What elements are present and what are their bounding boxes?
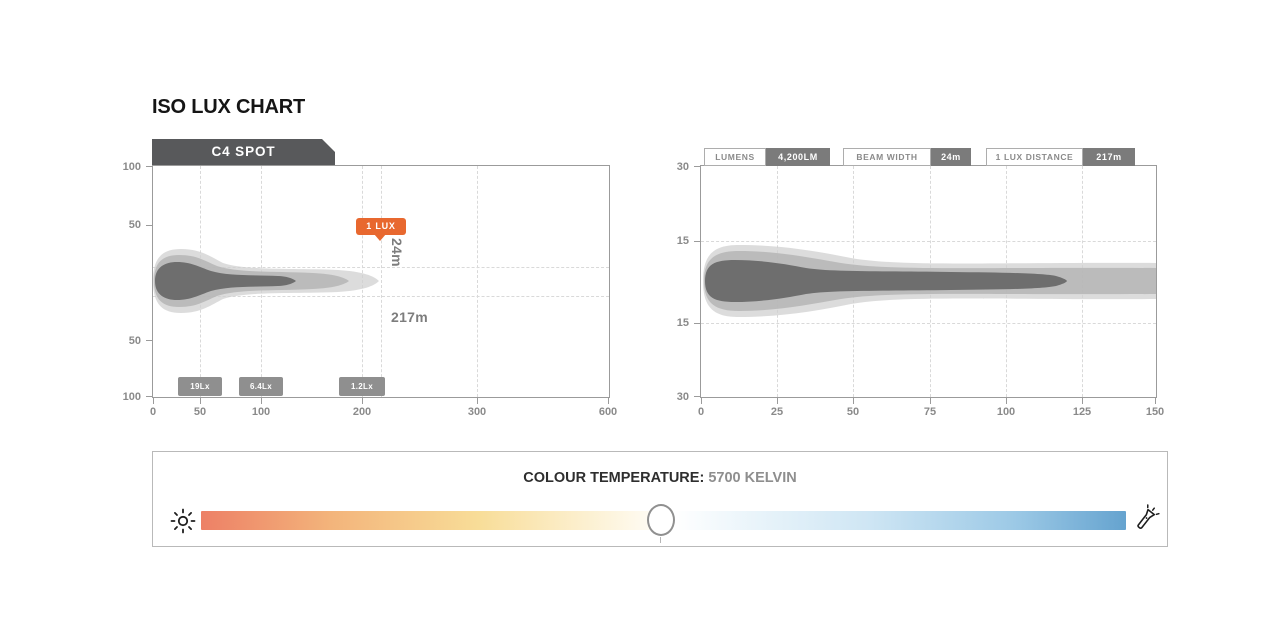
beam-shape-left (153, 249, 379, 313)
x-axis-label: 25 (770, 406, 784, 418)
x-axis-label: 200 (352, 406, 372, 418)
x-axis-label: 50 (846, 406, 860, 418)
product-banner: C4 SPOT (152, 139, 335, 165)
stat-value-one-lux-distance: 217m (1083, 148, 1135, 166)
x-axis-label: 125 (1072, 406, 1092, 418)
x-axis-label: 0 (697, 406, 705, 418)
x-axis-label: 75 (923, 406, 937, 418)
stat-label-one-lux-distance: 1 LUX DISTANCE (986, 148, 1083, 166)
y-axis-label: 100 (122, 391, 141, 403)
y-axis-label: 50 (128, 219, 141, 231)
x-axis-label: 50 (193, 406, 207, 418)
page-title: ISO LUX CHART (152, 96, 305, 118)
gridline-y15-top (701, 241, 1156, 242)
stat-value-beam-width: 24m (931, 148, 971, 166)
gridline-beamwidth-bottom (153, 296, 609, 297)
y-axis-label: 50 (128, 335, 141, 347)
ytick (694, 241, 700, 242)
ytick (146, 340, 152, 341)
xtick (200, 398, 201, 404)
gridline-x300 (477, 166, 478, 397)
colour-temperature-title: COLOUR TEMPERATURE: 5700 KELVIN (153, 470, 1167, 486)
ytick (694, 323, 700, 324)
ytick (694, 396, 700, 397)
colour-temperature-panel: COLOUR TEMPERATURE: 5700 KELVIN (152, 451, 1168, 547)
y-axis-label: 100 (122, 161, 141, 173)
ytick (146, 396, 152, 397)
left-beam-chart: 100 50 50 100 0 50 100 200 300 600 19Lx … (123, 161, 618, 418)
stat-label-beam-width: BEAM WIDTH (843, 148, 931, 166)
ytick (146, 166, 152, 167)
xtick (153, 398, 154, 404)
beam-width-label: 24m (389, 238, 405, 267)
xtick (362, 398, 363, 404)
ytick (694, 166, 700, 167)
x-axis-label: 0 (149, 406, 157, 418)
gridline-beamwidth-top (153, 267, 609, 268)
y-axis-label: 15 (676, 317, 689, 329)
colour-temperature-label: COLOUR TEMPERATURE: (523, 470, 705, 486)
one-lux-distance-label: 217m (391, 309, 429, 325)
right-beam-chart: 30 15 15 30 0 25 50 75 100 125 150 (677, 161, 1164, 418)
xtick (477, 398, 478, 404)
gridline-y15-bottom (701, 323, 1156, 324)
gridline-x217 (381, 166, 382, 397)
x-axis-label: 300 (467, 406, 487, 418)
contour-badge-19lx: 19Lx (178, 377, 222, 396)
sun-icon (170, 508, 196, 534)
y-axis-label: 30 (676, 161, 689, 173)
xtick (701, 398, 702, 404)
xtick (1155, 398, 1156, 404)
xtick (1082, 398, 1083, 404)
colour-temperature-knob-tick (660, 537, 661, 543)
colour-temperature-knob[interactable] (647, 504, 675, 536)
x-axis-label: 100 (996, 406, 1016, 418)
colour-temperature-value: 5700 KELVIN (708, 470, 797, 486)
contour-badge-6-4lx: 6.4Lx (239, 377, 283, 396)
xtick (777, 398, 778, 404)
xtick (1006, 398, 1007, 404)
xtick (608, 398, 609, 404)
x-axis-label: 100 (251, 406, 271, 418)
stat-value-lumens: 4,200LM (766, 148, 830, 166)
x-axis-label: 150 (1145, 406, 1165, 418)
y-axis-label: 30 (676, 391, 689, 403)
stat-label-lumens: LUMENS (704, 148, 766, 166)
xtick (261, 398, 262, 404)
one-lux-marker-pointer (374, 234, 386, 241)
beam-shape-right (703, 245, 1156, 317)
flashlight-icon (1137, 504, 1160, 530)
y-axis-label: 15 (676, 235, 689, 247)
x-axis-label: 600 (598, 406, 618, 418)
xtick (853, 398, 854, 404)
contour-badge-1-2lx: 1.2Lx (339, 377, 385, 396)
xtick (930, 398, 931, 404)
ytick (146, 225, 152, 226)
one-lux-marker: 1 LUX (356, 218, 406, 235)
